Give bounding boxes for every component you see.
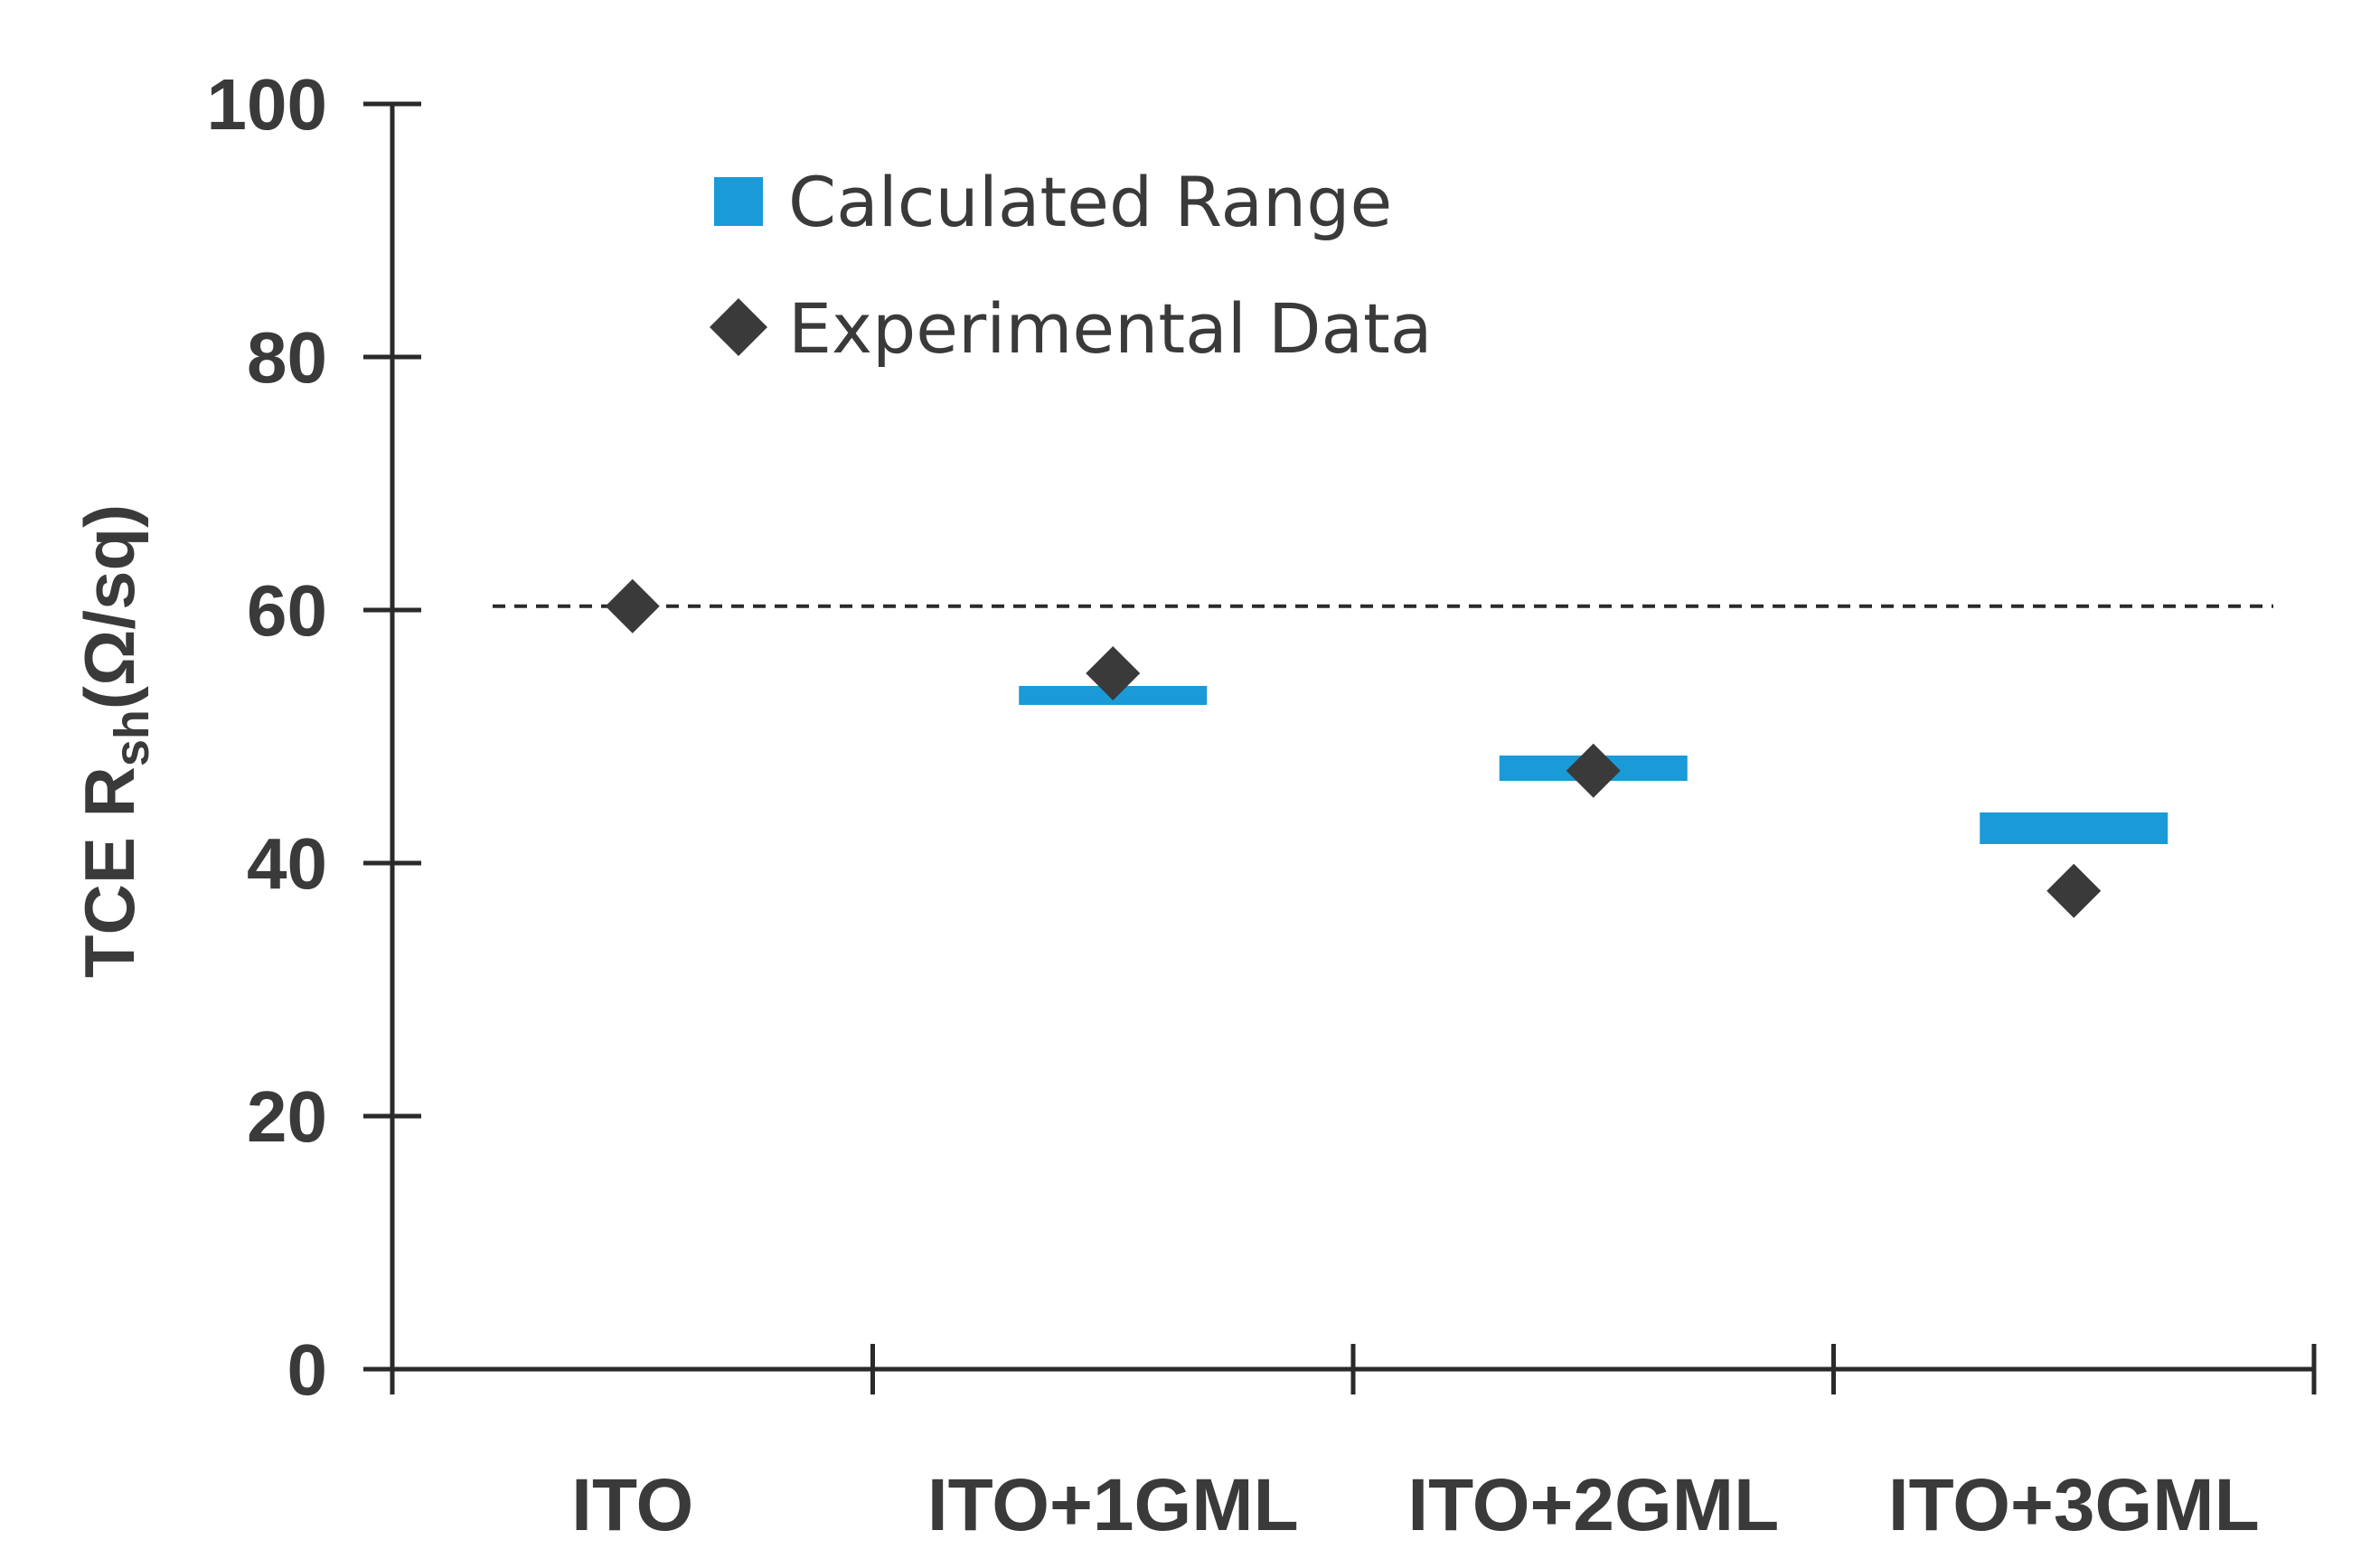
x-tick-label: ITO+1GML [927,1464,1299,1546]
experimental-data-point [1086,646,1141,700]
y-tick-label: 100 [207,64,327,145]
y-tick-label: 0 [287,1329,328,1410]
legend-label-calculated-range: Calculated Range [788,162,1392,242]
legend-label-experimental-data: Experimental Data [788,288,1432,369]
legend-swatch-experimental-data [710,298,767,356]
x-tick-label: ITO [571,1464,693,1546]
y-tick-label: 80 [247,317,327,398]
y-axis-title-unit: (Ω/sq) [70,504,149,709]
x-tick-label: ITO+3GML [1888,1464,2260,1546]
experimental-data-point [605,578,660,634]
y-tick-label: 60 [247,570,327,651]
calculated-range-bar [1980,812,2168,844]
legend: Calculated Range Experimental Data [710,162,1432,369]
experimental-data-point [1566,743,1621,798]
y-axis-title-subscript: sh [105,709,159,766]
y-axis-title: TCE Rsh(Ω/sq) [70,504,159,978]
data-marks [605,578,2168,918]
legend-swatch-calculated-range [714,177,763,226]
x-tick-label: ITO+2GML [1407,1464,1779,1546]
y-tick-label: 20 [247,1076,327,1157]
y-axis-title-main: TCE R [70,766,149,978]
experimental-data-point [2046,863,2102,918]
y-tick-label: 40 [247,823,327,904]
axes: 0 20 40 60 80 100 ITO ITO+1GML ITO+2GML ITO+3GML [207,64,2317,1546]
